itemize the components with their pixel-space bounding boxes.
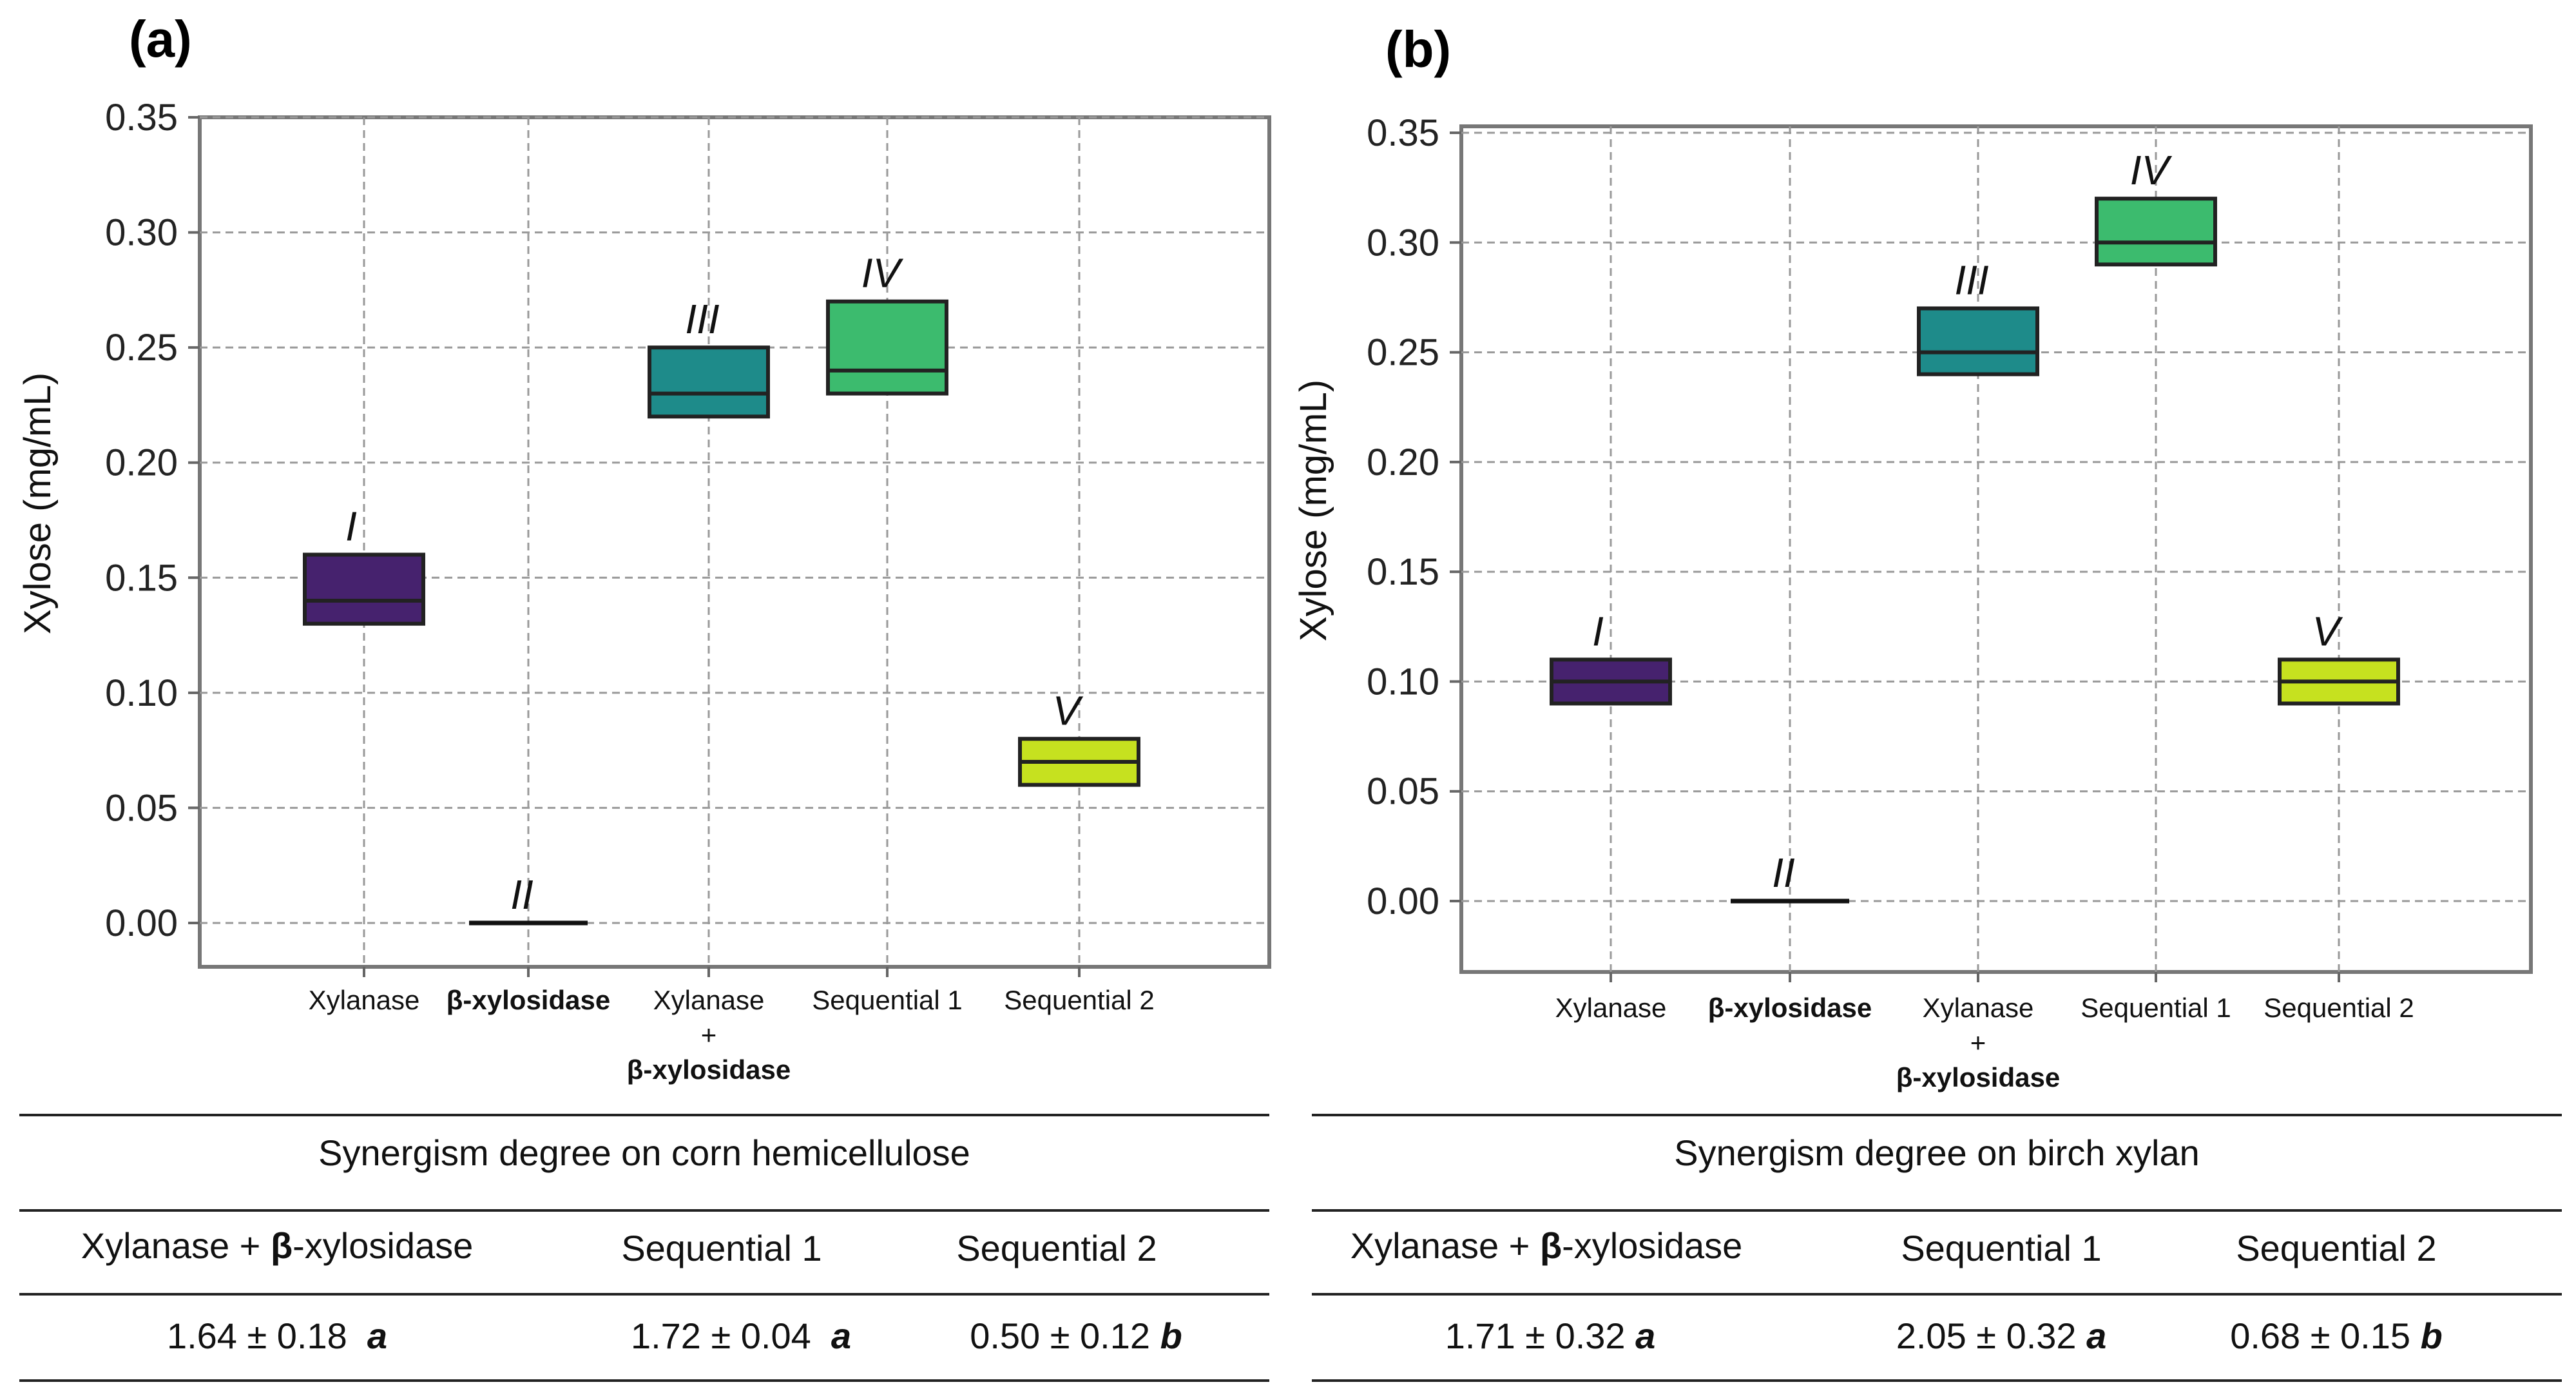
table-a-header-2: Sequential 1 <box>621 1228 822 1268</box>
group-label-II: II <box>510 871 533 918</box>
table-b-value-1: 1.71 ± 0.32 a <box>1445 1315 1656 1356</box>
table-a-header-rule <box>19 1209 1269 1212</box>
x-category-label: β-xylosidase <box>1896 1062 2060 1092</box>
table-b-header-1: Xylanase + β-xylosidase <box>1350 1225 1743 1266</box>
x-category-label: β-xylosidase <box>1708 993 1872 1023</box>
table-a-value-3: 0.50 ± 0.12 b <box>970 1315 1182 1356</box>
plot-frame-a <box>198 115 1271 969</box>
y-tick-label: 0.05 <box>105 787 178 829</box>
group-label-V: V <box>1053 687 1084 733</box>
table-b-row-rule <box>1312 1293 2562 1296</box>
y-tick-label: 0.00 <box>105 902 178 944</box>
x-category-label: Xylanase <box>653 985 765 1015</box>
y-tick-label: 0.35 <box>1367 112 1439 154</box>
y-tick-label: 0.15 <box>1367 551 1439 593</box>
table-a-row-rule <box>19 1293 1269 1296</box>
group-label-II: II <box>1772 849 1795 896</box>
table-a-top-rule <box>19 1114 1269 1116</box>
y-tick-label: 0.10 <box>1367 661 1439 703</box>
box-IV <box>826 299 948 396</box>
group-label-V: V <box>2312 608 2343 654</box>
group-label-I: I <box>345 503 357 550</box>
table-a-header-1: Xylanase + β-xylosidase <box>81 1225 474 1266</box>
x-category-label: Xylanase <box>1555 993 1667 1023</box>
chart-b: (b) 0.00 0.05 0.10 0.15 0.20 0.25 0.30 0.35 Xylos… <box>1293 21 2533 1092</box>
table-a: Synergism degree on corn hemicellulose X… <box>19 1114 1269 1384</box>
y-tick-label: 0.30 <box>105 212 178 254</box>
x-category-label: β-xylosidase <box>447 985 610 1015</box>
x-category-label: + <box>701 1020 717 1050</box>
table-b-header-2: Sequential 1 <box>1901 1228 2102 1268</box>
x-category-label: Sequential 1 <box>812 985 963 1015</box>
table-b-header-3: Sequential 2 <box>2236 1228 2437 1268</box>
y-axis-label-a: Xylose (mg/mL) <box>17 373 59 634</box>
y-tick-label: 0.25 <box>105 327 178 369</box>
group-label-I: I <box>1592 608 1604 654</box>
y-tick-label: 0.05 <box>1367 771 1439 813</box>
table-a-value-2: 1.72 ± 0.04 a <box>630 1315 852 1356</box>
y-tick-label: 0.10 <box>105 672 178 714</box>
table-b-header-rule <box>1312 1209 2562 1212</box>
box-IV <box>2095 197 2217 267</box>
table-b-value-3: 0.68 ± 0.15 b <box>2230 1315 2443 1356</box>
panel-label-b: (b) <box>1385 21 1451 78</box>
y-tick-label: 0.20 <box>1367 442 1439 483</box>
x-category-label: Xylanase <box>1923 993 2034 1023</box>
group-label-IV: IV <box>2130 147 2173 193</box>
x-category-label: + <box>1970 1027 1986 1058</box>
table-b-top-rule <box>1312 1114 2562 1116</box>
table-b-bottom-rule <box>1312 1379 2562 1382</box>
x-category-label: Sequential 2 <box>2264 993 2414 1023</box>
x-category-label: Sequential 2 <box>1004 985 1155 1015</box>
group-label-III: III <box>1954 257 1989 303</box>
x-category-label: Sequential 1 <box>2081 993 2231 1023</box>
group-label-III: III <box>685 296 720 342</box>
chart-a: (a) 0.00 0.05 0.10 0.15 0.20 0.25 0.30 0.35 Xylos… <box>17 10 1271 1085</box>
table-b-title: Synergism degree on birch xylan <box>1674 1132 2200 1173</box>
group-label-IV: IV <box>861 250 904 296</box>
box-III <box>1917 306 2039 376</box>
table-b: Synergism degree on birch xylan Xylanase… <box>1312 1114 2562 1384</box>
y-tick-label: 0.25 <box>1367 332 1439 374</box>
box-III <box>648 345 770 419</box>
x-category-label: β-xylosidase <box>627 1054 791 1085</box>
y-tick-label: 0.30 <box>1367 222 1439 264</box>
y-tick-label: 0.35 <box>105 97 178 139</box>
panel-label-a: (a) <box>129 10 192 68</box>
table-a-header-3: Sequential 2 <box>956 1228 1157 1268</box>
table-b-value-2: 2.05 ± 0.32 a <box>1896 1315 2107 1356</box>
plot-frame-b <box>1459 124 2533 974</box>
y-axis-label-b: Xylose (mg/mL) <box>1293 380 1334 641</box>
table-a-title: Synergism degree on corn hemicellulose <box>318 1132 970 1173</box>
y-tick-label: 0.15 <box>105 557 178 599</box>
table-a-bottom-rule <box>19 1379 1269 1382</box>
y-tick-label: 0.20 <box>105 442 178 484</box>
x-category-label: Xylanase <box>309 985 420 1015</box>
table-a-value-1: 1.64 ± 0.18 a <box>166 1315 388 1356</box>
y-tick-label: 0.00 <box>1367 880 1439 922</box>
box-I <box>303 552 425 626</box>
